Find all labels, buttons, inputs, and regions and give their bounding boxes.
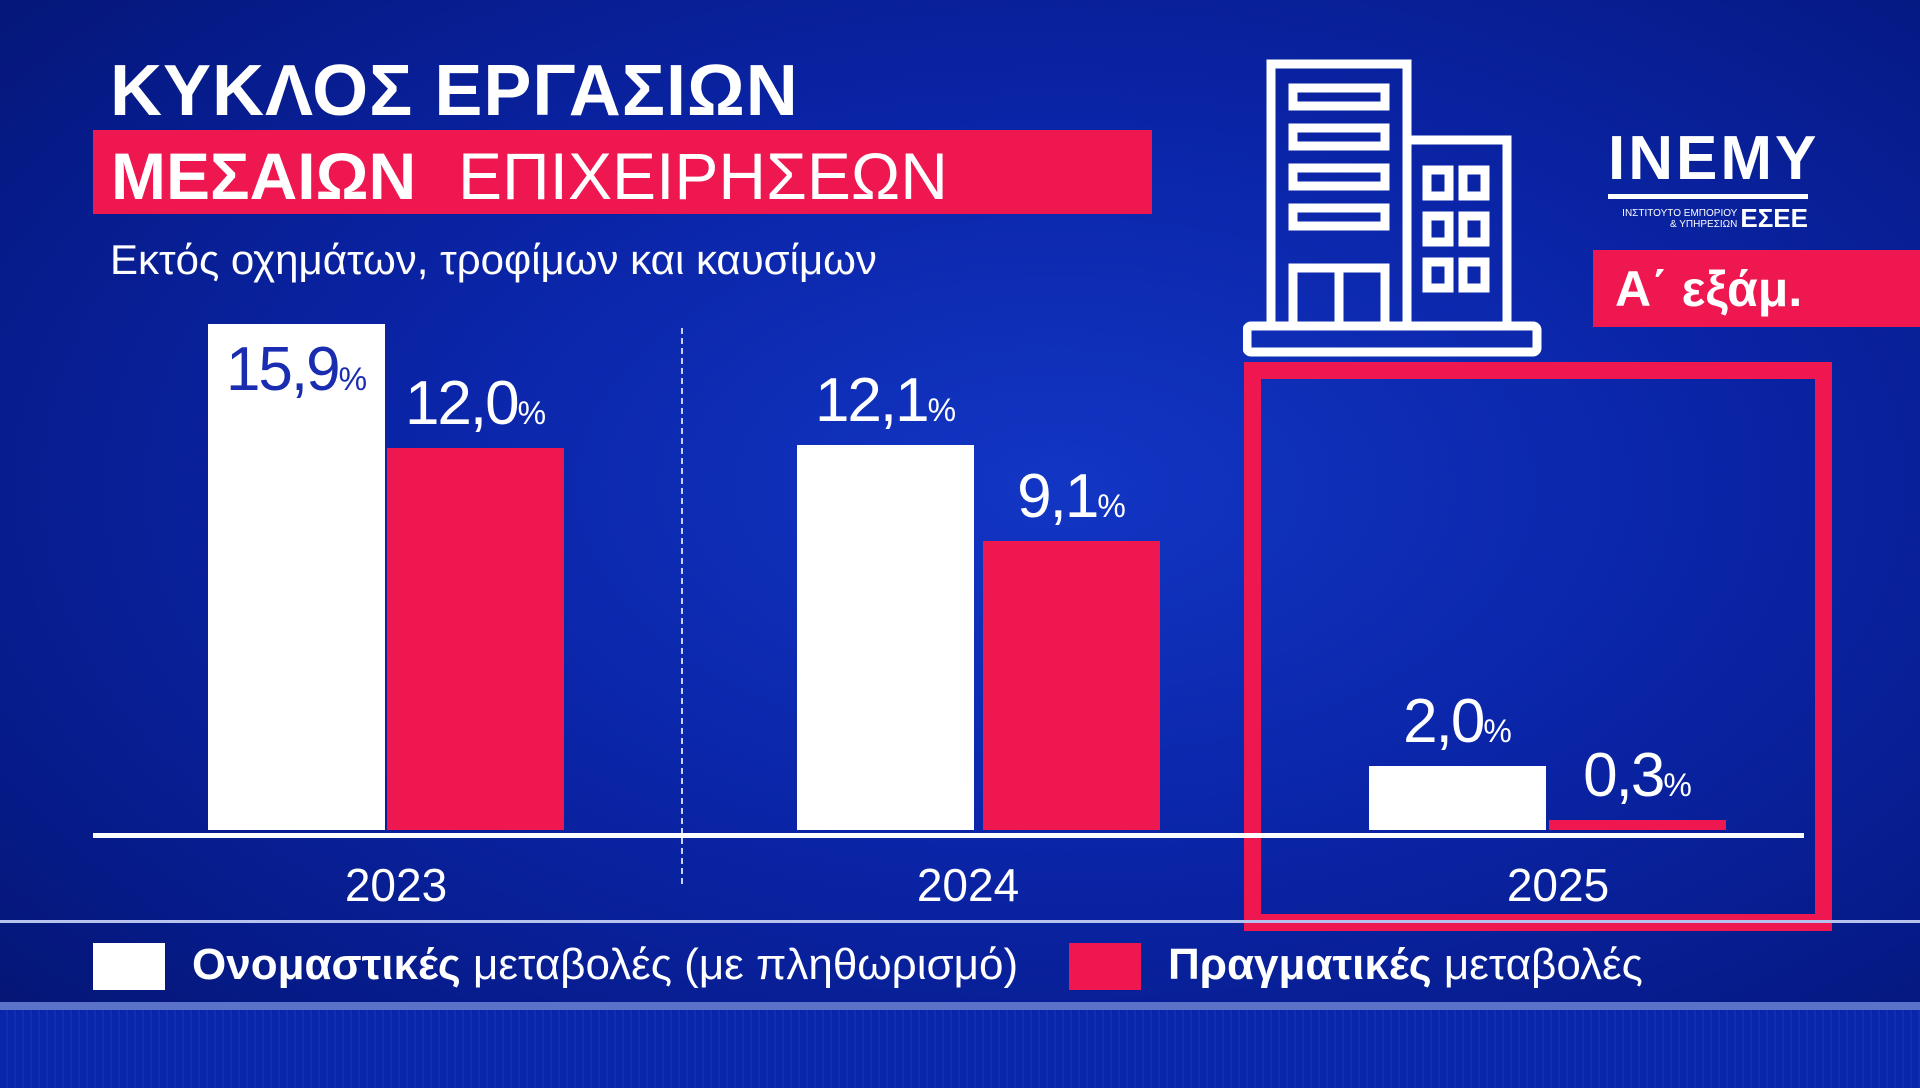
bar-2025-real [1549,820,1726,830]
bar-2023-real [387,448,564,830]
logo-line1: ΙΝΣΤΙΤΟΥΤΟ ΕΜΠΟΡΙΟΥ [1622,207,1738,219]
year-label-2025: 2025 [1506,859,1610,911]
banner-regular: ΕΠΙΧΕΙΡΗΣΕΩΝ [458,139,948,213]
title-banner: ΜΕΣΑΙΩΝ ΕΠΙΧΕΙΡΗΣΕΩΝ [93,130,1152,214]
bar-2024-nominal [797,445,974,830]
legend-nominal-bold: Ονομαστικές [192,940,461,989]
x-axis-line [93,833,1804,838]
period-label: Α΄ εξάμ. [1615,261,1803,317]
year-label-2023: 2023 [344,859,448,911]
bottom-band [0,1002,1920,1088]
value-label-2025-nominal: 2,0% [1403,687,1512,757]
logo-line2: & ΥΠΗΡΕΣΙΩΝ [1669,218,1738,230]
logo-org: ΕΣΕΕ [1740,203,1808,233]
value-label-2024-real: 9,1% [1017,461,1126,531]
divider-dashed [681,328,683,884]
banner-bold: ΜΕΣΑΙΩΝ [111,139,417,213]
value-label-2023-nominal: 15,9% [225,335,368,405]
separator-line [0,920,1920,923]
chart-title: ΚΥΚΛΟΣ ΕΡΓΑΣΙΩΝ [110,51,799,131]
legend-real-bold: Πραγματικές [1168,940,1432,989]
office-building-icon [1243,59,1542,357]
legend-real: Πραγματικές μεταβολές [1168,940,1643,990]
value-label-2023-real: 12,0% [404,369,547,439]
value-label-2024-nominal: 12,1% [814,366,957,436]
logo-name: INEMY [1608,124,1820,193]
inemy-logo: INEMY ΙΝΣΤΙΤΟΥΤΟ ΕΜΠΟΡΙΟΥ & ΥΠΗΡΕΣΙΩΝ ΕΣ… [1608,124,1820,234]
bar-2023-nominal [208,324,385,830]
legend-swatch-real [1069,943,1141,990]
legend-nominal: Ονομαστικές μεταβολές (με πληθωρισμό) [192,940,1018,990]
bar-2024-real [983,540,1160,830]
chart-subtitle: Εκτός οχημάτων, τροφίμων και καυσίμων [110,236,877,283]
highlight-frame-2025 [1244,362,1832,931]
legend-nominal-regular: μεταβολές (με πληθωρισμό) [473,940,1019,989]
legend-swatch-nominal [93,943,165,990]
legend-real-regular: μεταβολές [1443,940,1643,989]
value-label-2025-real: 0,3% [1583,741,1692,811]
bar-2025-nominal [1369,766,1546,830]
period-badge: Α΄ εξάμ. [1593,250,1920,327]
year-label-2024: 2024 [916,859,1020,911]
